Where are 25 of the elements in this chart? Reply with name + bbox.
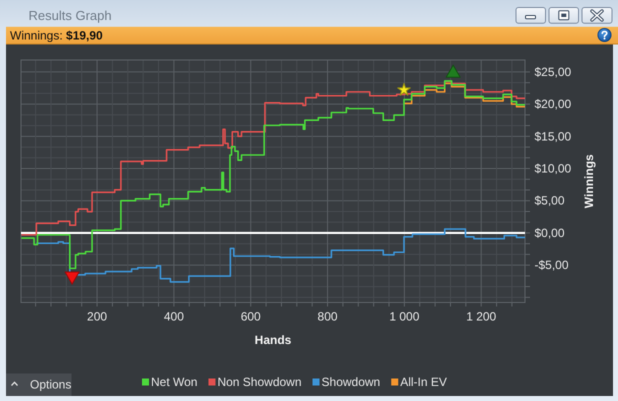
chart-title: Results Graph: [28, 8, 112, 23]
y-axis-title: Winnings: [582, 154, 596, 208]
text: Options: [30, 378, 72, 392]
legend-label: Net Won: [151, 375, 198, 389]
chart-subtitle: Winnings: $19,90: [10, 28, 104, 42]
legend-label: Showdown: [322, 375, 380, 389]
y-tick-label: -$5,00: [534, 258, 569, 272]
y-tick-label: $20,00: [534, 97, 572, 112]
x-tick-label: 800: [318, 310, 338, 324]
x-tick-label: 1 200: [466, 310, 497, 324]
y-tick-label: $0,00: [534, 226, 565, 240]
x-tick-label: 1 000: [389, 310, 420, 324]
legend-label: All-In EV: [400, 375, 447, 389]
y-tick-label: $10,00: [534, 162, 572, 176]
x-axis-title: Hands: [254, 333, 292, 347]
y-tick-label: $5,00: [534, 194, 565, 208]
x-tick-label: 600: [240, 310, 262, 324]
x-tick-label: 400: [164, 310, 184, 324]
point: [397, 82, 411, 96]
legend-label: Non Showdown: [217, 375, 302, 389]
y-tick-label: $25,00: [534, 64, 572, 79]
point: [64, 272, 80, 285]
point: [446, 64, 461, 78]
x-tick-label: 200: [87, 310, 108, 324]
y-tick-label: $15,00: [534, 129, 572, 144]
